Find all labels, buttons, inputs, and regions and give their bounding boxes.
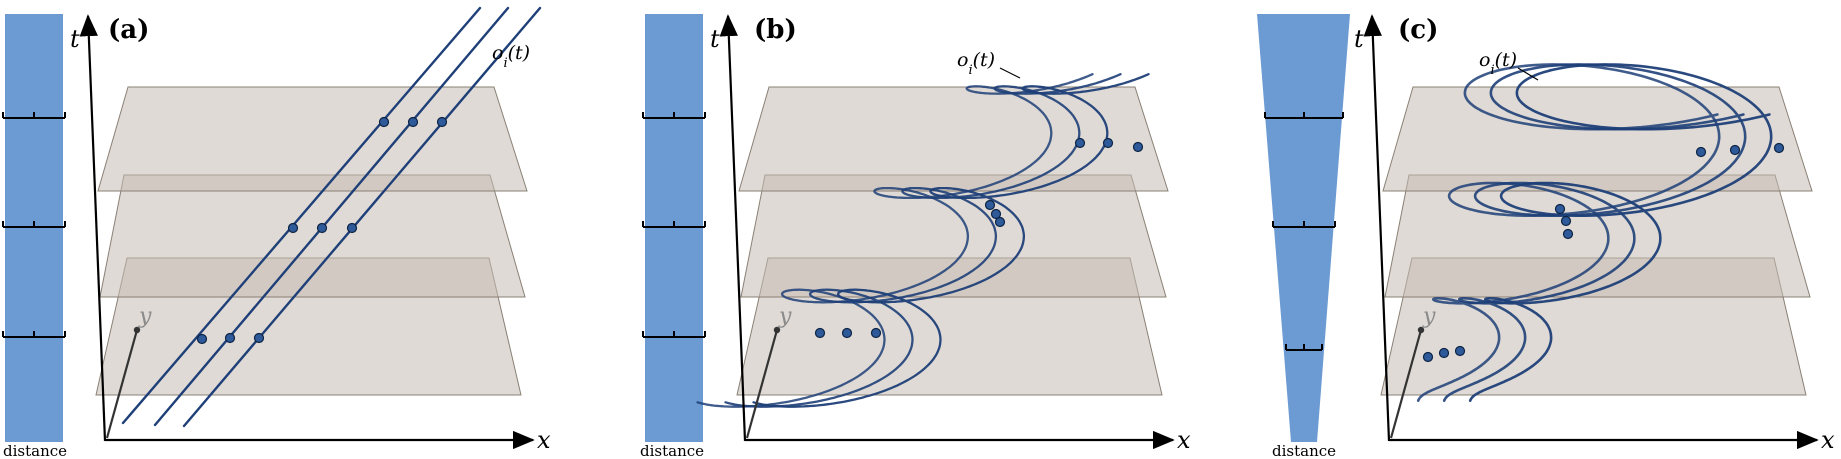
y-axis-b <box>745 329 779 439</box>
x-axis-label-c: x <box>1821 426 1835 454</box>
point <box>253 332 265 344</box>
t-axis-b <box>719 14 747 442</box>
panel-c: distance (c) t x y oi(t) <box>1257 14 1835 459</box>
point <box>346 222 358 234</box>
point <box>1102 137 1114 149</box>
distance-label-b: distance <box>640 442 704 459</box>
curve-label-b: oi(t) <box>957 49 995 78</box>
point <box>436 116 448 128</box>
point <box>994 216 1006 228</box>
curve-label-a: oi(t) <box>492 42 530 71</box>
trajectory-spiral <box>752 73 1150 408</box>
distance-ticks-b <box>642 112 706 338</box>
curve-label-leader-c <box>1517 67 1539 81</box>
y-axis-tip-a <box>133 326 141 334</box>
point <box>841 327 853 339</box>
trajectory-a-2 <box>153 6 510 427</box>
point <box>1773 142 1785 154</box>
point <box>990 208 1002 220</box>
distance-ticks-a <box>2 112 66 338</box>
y-axis-label-b: y <box>778 304 792 329</box>
t-axis-a <box>79 14 107 442</box>
distance-label-a: distance <box>3 442 67 459</box>
plane-b-1 <box>738 86 1169 192</box>
point <box>1560 215 1572 227</box>
y-axis-tip-c <box>1417 326 1425 334</box>
panel-label-b: (b) <box>754 15 797 45</box>
trajectory-a-3 <box>182 6 542 428</box>
panel-b: distance (b) t x y oi(t) <box>640 14 1191 459</box>
point <box>316 222 328 234</box>
point <box>984 199 996 211</box>
x-axis-label-a: x <box>537 426 551 454</box>
t-axis-label-a: t <box>70 25 80 53</box>
trajectories-c <box>1416 63 1773 402</box>
trajectory-spiral <box>1468 63 1773 402</box>
point <box>1422 351 1434 363</box>
plane-a-1 <box>97 86 528 192</box>
y-axis-label-c: y <box>1422 304 1436 329</box>
t-axis-label-c: t <box>1354 25 1364 53</box>
point <box>1562 228 1574 240</box>
point <box>378 116 390 128</box>
point <box>1695 146 1707 158</box>
curve-label-leader-b <box>999 67 1021 79</box>
distance-label-c: distance <box>1272 442 1336 459</box>
panel-label-a: (a) <box>108 15 149 45</box>
point <box>1454 345 1466 357</box>
point <box>287 222 299 234</box>
x-axis-label-b: x <box>1177 426 1191 454</box>
point <box>407 116 419 128</box>
distance-ticks-c <box>1264 112 1344 351</box>
point <box>1438 347 1450 359</box>
curve-label-c: oi(t) <box>1479 49 1517 78</box>
points-b <box>814 137 1144 339</box>
points-a <box>196 116 448 345</box>
y-axis-tip-b <box>773 326 781 334</box>
trajectories-b <box>696 73 1150 408</box>
point <box>196 333 208 345</box>
plane-c-1 <box>1382 86 1813 192</box>
point <box>1554 203 1566 215</box>
panel-a: distance (a) t x y oi(t) <box>2 6 551 459</box>
point <box>1729 144 1741 156</box>
t-axis-label-b: t <box>710 25 720 53</box>
trajectory-a-1 <box>121 6 482 425</box>
point <box>224 332 236 344</box>
point <box>1132 141 1144 153</box>
t-axis-c <box>1363 14 1391 442</box>
points-c <box>1422 142 1785 363</box>
point <box>870 327 882 339</box>
y-axis-a <box>105 329 139 439</box>
point <box>814 327 826 339</box>
plane-a-2 <box>99 174 526 298</box>
point <box>1074 137 1086 149</box>
panel-label-c: (c) <box>1398 15 1438 45</box>
y-axis-label-a: y <box>138 304 152 329</box>
trajectories-a <box>121 6 542 428</box>
y-axis-c <box>1389 329 1423 439</box>
